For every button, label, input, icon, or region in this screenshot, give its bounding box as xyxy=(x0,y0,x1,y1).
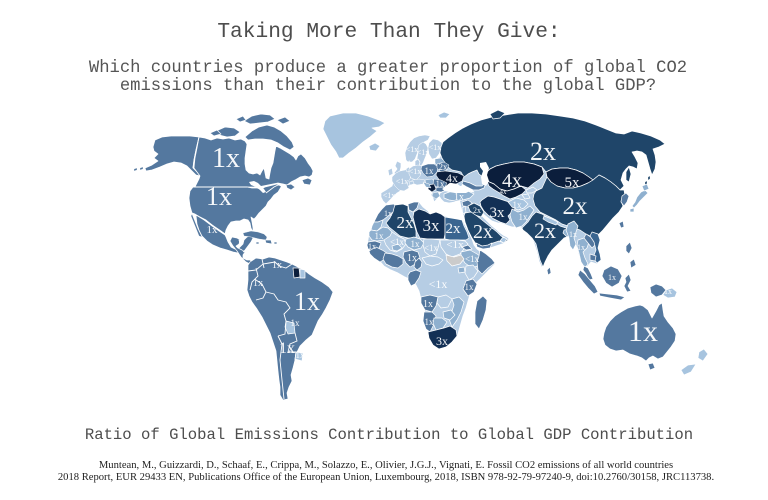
svg-text:1x: 1x xyxy=(375,231,385,241)
svg-text:1x: 1x xyxy=(608,273,616,282)
svg-text:1x: 1x xyxy=(291,318,301,328)
svg-text:5x: 5x xyxy=(565,175,581,191)
svg-text:1x: 1x xyxy=(279,340,295,357)
svg-text:1x: 1x xyxy=(577,243,585,252)
svg-text:1x: 1x xyxy=(294,287,320,316)
svg-text:3x: 3x xyxy=(436,334,448,348)
svg-text:1x: 1x xyxy=(425,317,435,327)
svg-text:1x: 1x xyxy=(296,350,306,360)
svg-text:1x: 1x xyxy=(206,182,232,211)
svg-text:2x: 2x xyxy=(439,162,449,172)
svg-text:<1x: <1x xyxy=(396,177,409,186)
svg-text:<1x: <1x xyxy=(403,159,416,168)
svg-text:3x: 3x xyxy=(423,216,441,235)
svg-text:1x: 1x xyxy=(253,278,263,289)
svg-text:1x: 1x xyxy=(368,242,376,251)
svg-text:2x: 2x xyxy=(397,213,415,232)
svg-text:<1x: <1x xyxy=(383,191,396,200)
svg-text:<1x: <1x xyxy=(424,243,439,253)
svg-text:1x: 1x xyxy=(411,239,421,249)
svg-text:<1x: <1x xyxy=(465,254,480,264)
svg-text:2x: 2x xyxy=(534,218,556,243)
svg-text:1x: 1x xyxy=(628,315,658,348)
svg-text:1x: 1x xyxy=(454,192,464,203)
svg-text:1x: 1x xyxy=(384,209,392,218)
svg-text:1x: 1x xyxy=(425,166,435,176)
svg-text:1x: 1x xyxy=(465,282,475,292)
svg-text:1x: 1x xyxy=(513,200,523,210)
svg-text:2x: 2x xyxy=(446,221,462,237)
svg-text:1x: 1x xyxy=(519,212,529,222)
svg-text:1x: 1x xyxy=(212,143,240,174)
svg-text:1x: 1x xyxy=(207,224,219,236)
svg-text:<1x: <1x xyxy=(390,237,405,247)
svg-text:2x: 2x xyxy=(473,221,493,243)
svg-text:<1x: <1x xyxy=(409,167,422,176)
svg-text:4x: 4x xyxy=(500,188,508,196)
svg-text:1x: 1x xyxy=(272,260,282,271)
svg-text:<1x: <1x xyxy=(429,143,442,152)
svg-text:<1x: <1x xyxy=(417,148,430,157)
svg-text:<1x: <1x xyxy=(406,145,419,154)
svg-text:2x: 2x xyxy=(563,193,589,220)
svg-text:<1x: <1x xyxy=(429,277,448,291)
svg-text:1x: 1x xyxy=(664,287,672,296)
svg-text:1x: 1x xyxy=(569,230,577,239)
svg-text:1x: 1x xyxy=(407,253,417,264)
svg-text:<1x: <1x xyxy=(446,239,464,251)
svg-text:3x: 3x xyxy=(490,205,506,221)
svg-text:2x: 2x xyxy=(530,137,556,166)
svg-text:1x: 1x xyxy=(423,299,433,310)
svg-text:2x: 2x xyxy=(473,206,481,215)
svg-text:4x: 4x xyxy=(446,171,458,185)
svg-text:4x: 4x xyxy=(502,170,522,192)
svg-text:1x: 1x xyxy=(436,179,446,189)
